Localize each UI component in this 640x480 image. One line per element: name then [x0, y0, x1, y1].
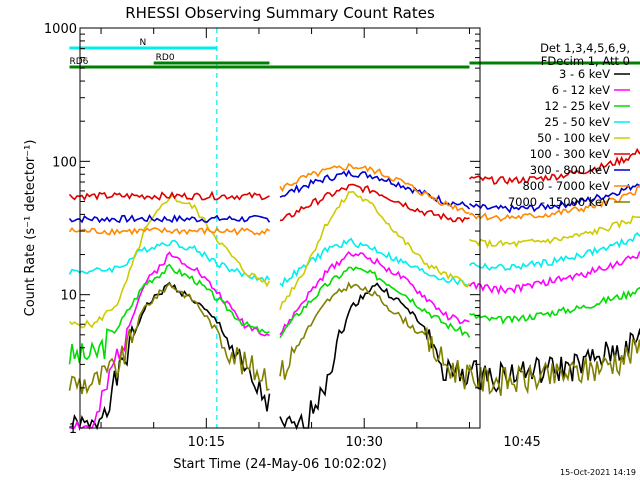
- series-8-segment-0: [68, 282, 270, 395]
- series-1-segment-2: [468, 251, 640, 295]
- legend-entry-6: 300 - 800 keV: [530, 163, 610, 177]
- data-layer: NSRD0RD6: [68, 28, 640, 431]
- chart-title: RHESSI Observing Summary Count Rates: [125, 4, 435, 22]
- series-0-segment-2: [469, 327, 640, 393]
- legend-header-0: Det 1,3,4,5,6,9,: [540, 41, 630, 55]
- series-7-segment-1: [279, 163, 470, 215]
- series-3-segment-2: [468, 231, 640, 272]
- legend-entry-0: 3 - 6 keV: [559, 67, 610, 81]
- series-0-segment-1: [279, 282, 471, 431]
- y-axis-label: Count Rate (s⁻¹ detector⁻¹): [23, 140, 38, 317]
- legend: Det 1,3,4,5,6,9,FDecim 1, Att 03 - 6 keV…: [508, 41, 630, 209]
- series-2-segment-0: [68, 263, 270, 365]
- series-5-segment-1: [279, 183, 470, 224]
- series-2-segment-1: [279, 266, 471, 339]
- flag-label-n: N: [139, 38, 146, 48]
- legend-entry-2: 12 - 25 keV: [544, 99, 610, 113]
- y-tick-label-0: 1: [69, 422, 77, 437]
- series-3-segment-0: [68, 239, 271, 283]
- series-5-segment-0: [68, 190, 270, 202]
- y-tick-label-2: 100: [52, 155, 77, 170]
- series-4-segment-1: [279, 190, 471, 311]
- x-tick-label-1: 10:30: [345, 435, 382, 450]
- series-6-segment-0: [68, 213, 271, 224]
- series-8-segment-1: [279, 281, 471, 390]
- legend-entry-1: 6 - 12 keV: [552, 83, 610, 97]
- flag-label-rd0: RD0: [156, 53, 175, 63]
- flag-label-rd6: RD6: [69, 57, 88, 67]
- y-tick-label-3: 1000: [44, 22, 77, 37]
- legend-entry-8: 7000 - 15000 keV: [508, 195, 610, 209]
- series-4-segment-0: [68, 193, 271, 329]
- series-2-segment-2: [469, 286, 640, 325]
- y-tick-label-1: 10: [60, 289, 77, 304]
- series-3-segment-1: [279, 237, 470, 288]
- legend-entry-3: 25 - 50 keV: [544, 115, 610, 129]
- x-axis-label: Start Time (24-May-06 10:02:02): [173, 457, 387, 472]
- legend-header-1: FDecim 1, Att 0: [541, 54, 630, 68]
- timestamp: 15-Oct-2021 14:19: [560, 468, 636, 477]
- series-5-segment-2: [468, 147, 640, 185]
- legend-entry-5: 100 - 300 keV: [530, 147, 610, 161]
- series-6-segment-1: [279, 169, 471, 210]
- x-tick-label-0: 10:15: [188, 435, 225, 450]
- series-1-segment-1: [279, 250, 470, 336]
- plot-frame: [79, 27, 481, 429]
- series-6-segment-2: [468, 183, 640, 214]
- series-4-segment-2: [469, 215, 640, 250]
- x-tick-label-2: 10:45: [503, 435, 540, 450]
- series-1-segment-0: [69, 251, 270, 429]
- legend-entry-7: 800 - 7000 keV: [522, 179, 610, 193]
- series-8-segment-2: [468, 338, 640, 396]
- legend-entry-4: 50 - 100 keV: [537, 131, 610, 145]
- series-7-segment-0: [68, 226, 270, 236]
